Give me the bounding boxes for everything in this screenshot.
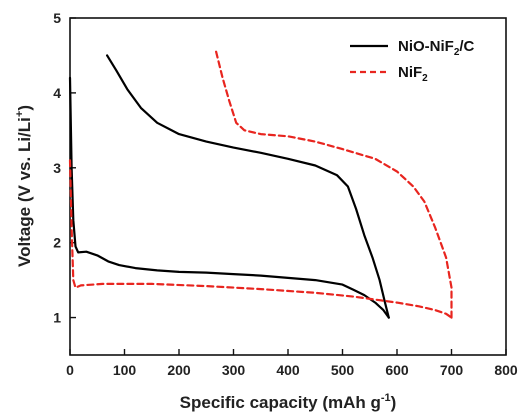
series-line-0-0 — [68, 76, 390, 319]
x-tick-label: 600 — [385, 362, 409, 378]
series-line-0-1 — [106, 54, 390, 319]
x-tick-label: 0 — [66, 362, 74, 378]
y-tick-label: 2 — [53, 235, 61, 251]
legend-label-nio-nif2-c: NiO-NiF2/C — [398, 38, 475, 58]
legend-label-nif2: NiF2 — [398, 64, 428, 84]
x-tick-label: 800 — [494, 362, 518, 378]
x-axis: 0 100 200 300 400 500 600 700 800 — [66, 349, 518, 378]
y-tick-label: 4 — [53, 85, 61, 101]
x-tick-label: 500 — [331, 362, 355, 378]
x-tick-label: 400 — [276, 362, 300, 378]
x-axis-title: Specific capacity (mAh g-1) — [180, 392, 397, 412]
x-tick-label: 300 — [222, 362, 246, 378]
y-tick-label: 1 — [53, 310, 61, 326]
x-tick-label: 700 — [440, 362, 464, 378]
y-axis-title: Voltage (V vs. Li/Li+) — [14, 105, 34, 267]
y-tick-label: 3 — [53, 160, 61, 176]
legend: NiO-NiF2/C NiF2 — [350, 38, 475, 84]
x-tick-label: 100 — [113, 362, 137, 378]
series-line-1-1 — [215, 50, 453, 319]
plot-lines — [68, 50, 453, 319]
y-tick-label: 5 — [53, 10, 61, 26]
plot-frame — [69, 17, 507, 356]
x-tick-label: 200 — [167, 362, 191, 378]
series-line-1-0 — [68, 159, 453, 319]
